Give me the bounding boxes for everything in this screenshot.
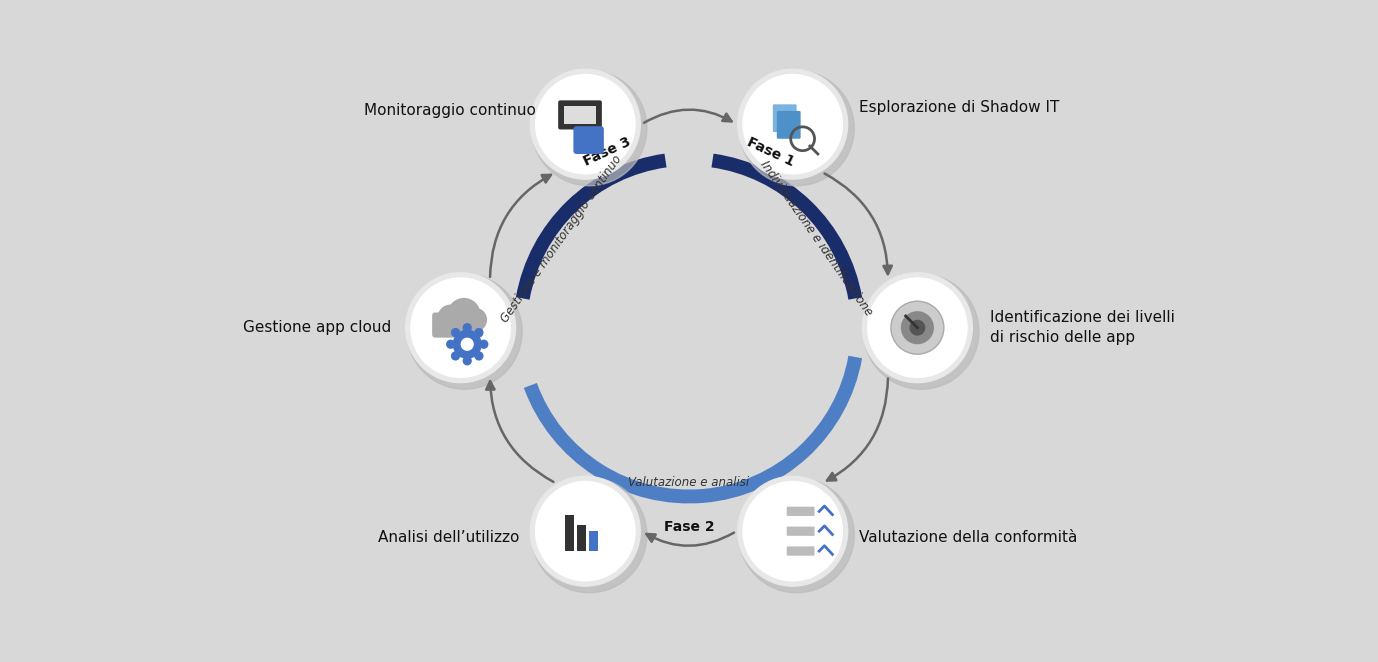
Circle shape <box>536 481 635 581</box>
Circle shape <box>437 305 464 331</box>
Text: Monitoraggio continuo: Monitoraggio continuo <box>364 103 536 118</box>
FancyBboxPatch shape <box>558 101 602 130</box>
Circle shape <box>737 70 847 179</box>
Circle shape <box>531 70 641 179</box>
Circle shape <box>480 340 488 349</box>
Bar <box>577 524 586 551</box>
Circle shape <box>868 278 967 377</box>
Circle shape <box>743 75 842 174</box>
Circle shape <box>446 340 455 349</box>
Circle shape <box>901 311 934 344</box>
Circle shape <box>531 476 641 586</box>
Circle shape <box>463 356 471 365</box>
Circle shape <box>448 298 481 331</box>
Text: Valutazione e analisi: Valutazione e analisi <box>628 477 750 489</box>
Circle shape <box>864 274 978 389</box>
Circle shape <box>451 352 460 361</box>
Text: Valutazione della conformità: Valutazione della conformità <box>858 530 1078 545</box>
Text: Analisi dell’utilizzo: Analisi dell’utilizzo <box>378 530 520 545</box>
FancyBboxPatch shape <box>787 506 814 516</box>
FancyArrowPatch shape <box>491 175 551 277</box>
Circle shape <box>743 481 842 581</box>
Text: Fase 1: Fase 1 <box>745 134 796 169</box>
Circle shape <box>405 273 515 383</box>
FancyBboxPatch shape <box>773 105 796 132</box>
FancyArrowPatch shape <box>824 173 892 274</box>
Circle shape <box>909 320 926 336</box>
Text: Identificazione dei livelli
di rischio delle app: Identificazione dei livelli di rischio d… <box>991 310 1175 345</box>
FancyBboxPatch shape <box>777 111 801 139</box>
FancyBboxPatch shape <box>787 546 814 555</box>
Text: Esplorazione di Shadow IT: Esplorazione di Shadow IT <box>858 100 1060 115</box>
Bar <box>565 514 575 551</box>
Circle shape <box>739 71 854 186</box>
Circle shape <box>460 338 474 351</box>
Circle shape <box>536 75 635 174</box>
Circle shape <box>451 328 460 337</box>
Bar <box>590 531 598 551</box>
Bar <box>564 107 595 124</box>
Circle shape <box>863 273 973 383</box>
Circle shape <box>739 477 854 592</box>
Text: Fase 2: Fase 2 <box>664 520 714 534</box>
FancyBboxPatch shape <box>787 526 814 536</box>
Circle shape <box>463 308 486 332</box>
Circle shape <box>463 323 471 332</box>
FancyArrowPatch shape <box>827 379 887 481</box>
Circle shape <box>892 301 944 354</box>
Text: Individuazione e identificazione: Individuazione e identificazione <box>758 159 875 318</box>
FancyBboxPatch shape <box>573 126 604 154</box>
Circle shape <box>452 330 482 359</box>
FancyArrowPatch shape <box>646 533 734 545</box>
Circle shape <box>474 328 484 337</box>
Circle shape <box>532 71 646 186</box>
Circle shape <box>407 274 522 389</box>
Text: Gestione e monitoraggio continuo: Gestione e monitoraggio continuo <box>499 152 624 325</box>
Text: Gestione app cloud: Gestione app cloud <box>243 320 391 335</box>
Circle shape <box>737 476 847 586</box>
FancyBboxPatch shape <box>433 312 482 338</box>
Circle shape <box>474 352 484 361</box>
FancyArrowPatch shape <box>644 110 732 122</box>
Text: Fase 3: Fase 3 <box>582 135 633 169</box>
FancyArrowPatch shape <box>486 381 554 482</box>
Circle shape <box>411 278 510 377</box>
Circle shape <box>532 477 646 592</box>
